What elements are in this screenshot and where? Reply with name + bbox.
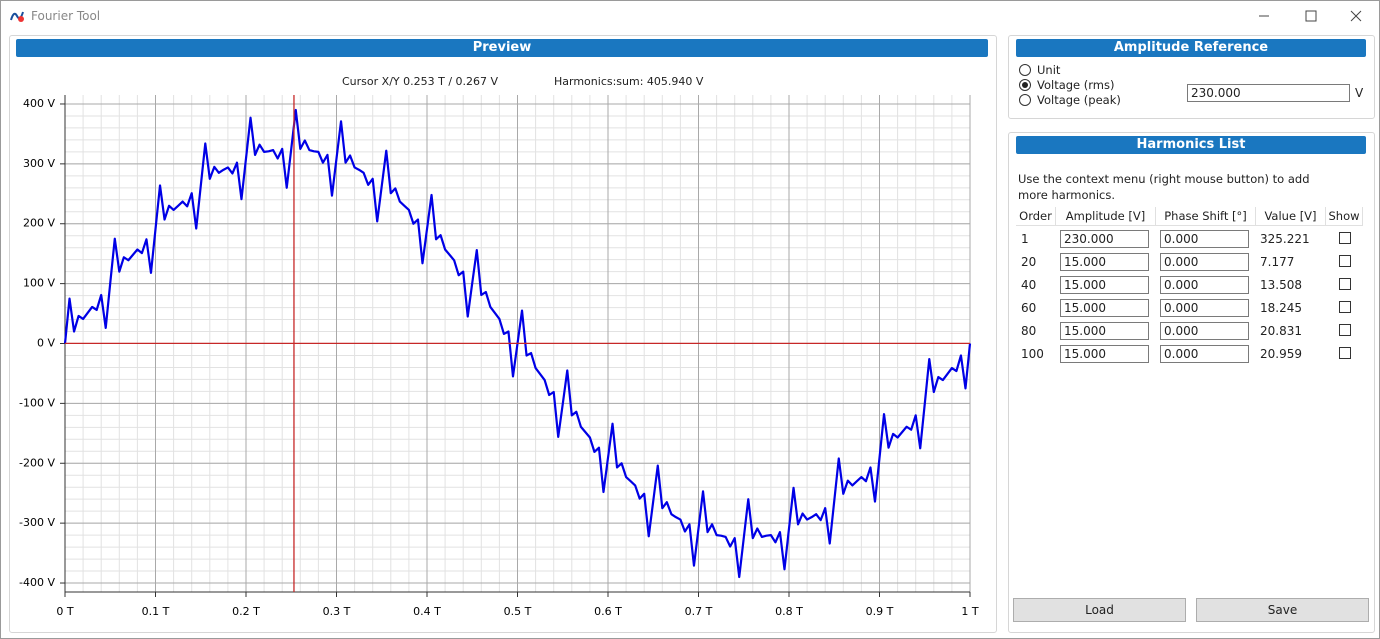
preview-panel [9, 35, 997, 633]
preview-header: Preview [16, 39, 988, 57]
chart: 0 T 0.1 T 0.2 T 0.3 T 0.4 T 0.5 T 0.6 T 0.7 T 0.… [19, 95, 979, 618]
radio-button[interactable] [1019, 79, 1031, 91]
harmonics-sum-label: Harmonics:sum: 405.940 V [554, 75, 704, 88]
x-tick-label: 0.5 T [504, 605, 532, 618]
amplitude-input[interactable]: 15.000 [1060, 276, 1149, 294]
amplitude-input[interactable]: 15.000 [1060, 299, 1149, 317]
order-cell: 1 [1021, 232, 1029, 246]
order-cell: 20 [1021, 255, 1037, 269]
x-tick-label: 0.3 T [323, 605, 351, 618]
window-controls[interactable] [1251, 1, 1379, 31]
column-header: Show [1326, 207, 1363, 226]
radio-label: Voltage (rms) [1037, 78, 1115, 92]
y-tick-label: 0 V [37, 337, 55, 350]
x-tick-label: 0.7 T [685, 605, 713, 618]
y-tick-label: 400 V [23, 97, 55, 110]
amplitude-input[interactable]: 230.000 [1060, 230, 1149, 248]
show-checkbox[interactable] [1339, 324, 1351, 336]
phase-input[interactable]: 0.000 [1160, 345, 1249, 363]
app-icon [10, 11, 24, 22]
window-title: Fourier Tool [31, 9, 101, 23]
x-tick-label: 0.1 T [142, 605, 170, 618]
amplitude-input[interactable]: 15.000 [1060, 345, 1149, 363]
radio-button[interactable] [1019, 64, 1031, 76]
amplitude-reference-panel [1008, 35, 1375, 119]
reference-value-input[interactable]: 230.000 [1187, 84, 1350, 102]
show-checkbox[interactable] [1339, 255, 1351, 267]
order-cell: 40 [1021, 278, 1037, 292]
y-tick-label: -400 V [19, 576, 55, 589]
order-cell: 100 [1021, 347, 1044, 361]
hint-line: Use the context menu (right mouse button… [1018, 172, 1310, 186]
order-cell: 80 [1021, 324, 1037, 338]
value-cell: 325.221 [1260, 232, 1310, 246]
phase-input[interactable]: 0.000 [1160, 253, 1249, 271]
x-tick-label: 0.6 T [594, 605, 622, 618]
column-header: Phase Shift [°] [1156, 207, 1256, 226]
y-tick-label: 300 V [23, 157, 55, 170]
value-cell: 7.177 [1260, 255, 1295, 269]
reference-unit: V [1355, 86, 1364, 100]
x-tick-label: 0.4 T [413, 605, 441, 618]
value-cell: 20.959 [1260, 347, 1302, 361]
phase-input[interactable]: 0.000 [1160, 230, 1249, 248]
show-checkbox[interactable] [1339, 278, 1351, 290]
radio-button[interactable] [1019, 94, 1031, 106]
y-tick-label: -100 V [19, 396, 55, 409]
x-tick-label: 1 T [961, 605, 978, 618]
show-checkbox[interactable] [1339, 301, 1351, 313]
column-header: Amplitude [V] [1056, 207, 1156, 226]
y-tick-label: -300 V [19, 516, 55, 529]
value-cell: 20.831 [1260, 324, 1302, 338]
amplitude-input[interactable]: 15.000 [1060, 253, 1149, 271]
y-tick-label: 100 V [23, 277, 55, 290]
show-checkbox[interactable] [1339, 232, 1351, 244]
show-checkbox[interactable] [1339, 347, 1351, 359]
cursor-label: Cursor X/Y 0.253 T / 0.267 V [342, 75, 499, 88]
radio-label: Unit [1037, 63, 1061, 77]
phase-input[interactable]: 0.000 [1160, 276, 1249, 294]
radio-label: Voltage (peak) [1037, 93, 1121, 107]
radio-dot [1022, 82, 1028, 88]
load-button[interactable]: Load [1013, 598, 1186, 622]
value-cell: 13.508 [1260, 278, 1302, 292]
x-tick-label: 0.2 T [232, 605, 260, 618]
x-tick-label: 0.8 T [775, 605, 803, 618]
column-header: Order [1016, 207, 1056, 226]
y-tick-label: -200 V [19, 456, 55, 469]
amplitude-input[interactable]: 15.000 [1060, 322, 1149, 340]
amplitude-reference-header: Amplitude Reference [1016, 39, 1366, 57]
harmonics-header: Harmonics List [1016, 136, 1366, 154]
harmonics-panel [1008, 132, 1375, 633]
x-tick-label: 0.9 T [866, 605, 894, 618]
hint-line: more harmonics. [1018, 188, 1115, 202]
save-button[interactable]: Save [1196, 598, 1369, 622]
phase-input[interactable]: 0.000 [1160, 322, 1249, 340]
column-header: Value [V] [1256, 207, 1326, 226]
phase-input[interactable]: 0.000 [1160, 299, 1249, 317]
value-cell: 18.245 [1260, 301, 1302, 315]
order-cell: 60 [1021, 301, 1037, 315]
x-tick-label: 0 T [56, 605, 73, 618]
y-tick-label: 200 V [23, 217, 55, 230]
